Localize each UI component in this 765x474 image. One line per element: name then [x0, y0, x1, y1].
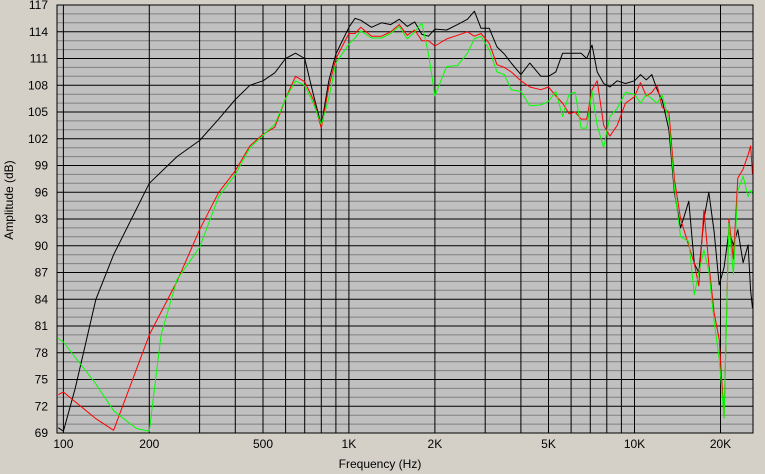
y-tick-label: 102	[28, 132, 48, 146]
grid	[57, 4, 753, 434]
x-tick-label: 20K	[710, 437, 731, 451]
y-tick-label: 105	[28, 105, 48, 119]
y-tick-label: 69	[35, 426, 49, 440]
y-tick-label: 75	[35, 373, 49, 387]
x-tick-label: 10K	[624, 437, 645, 451]
series-line-1	[58, 10, 753, 432]
x-axis-ticks: 100 200 500 1K 2K 5K 10K 20K	[53, 437, 731, 451]
x-tick-label: 2K	[428, 437, 443, 451]
y-tick-label: 96	[35, 185, 49, 199]
x-tick-label: 500	[253, 437, 273, 451]
y-tick-label: 87	[35, 266, 49, 280]
series-line-2	[58, 24, 753, 431]
y-tick-label: 78	[35, 346, 49, 360]
y-tick-label: 72	[35, 399, 49, 413]
x-tick-label: 100	[53, 437, 73, 451]
y-tick-label: 90	[35, 239, 49, 253]
y-axis-ticks: 69 72 75 78 81 84 87 90 93 96 99 102 105 108 111 114 117	[28, 0, 48, 440]
plot-frame	[56, 4, 754, 434]
series-line-3	[58, 22, 753, 432]
y-tick-label: 99	[35, 159, 49, 173]
series-layer	[58, 10, 753, 432]
y-tick-label: 93	[35, 212, 49, 226]
x-axis-label: Frequency (Hz)	[339, 457, 422, 471]
x-tick-label: 200	[139, 437, 159, 451]
x-tick-label: 5K	[541, 437, 556, 451]
y-tick-label: 108	[28, 78, 48, 92]
y-tick-label: 81	[35, 319, 49, 333]
y-tick-label: 84	[35, 292, 49, 306]
y-axis-label: Amplitude (dB)	[2, 160, 16, 239]
y-tick-label: 114	[29, 25, 48, 39]
y-tick-label: 111	[30, 52, 49, 66]
x-tick-label: 1K	[342, 437, 357, 451]
y-tick-label: 117	[29, 0, 48, 12]
